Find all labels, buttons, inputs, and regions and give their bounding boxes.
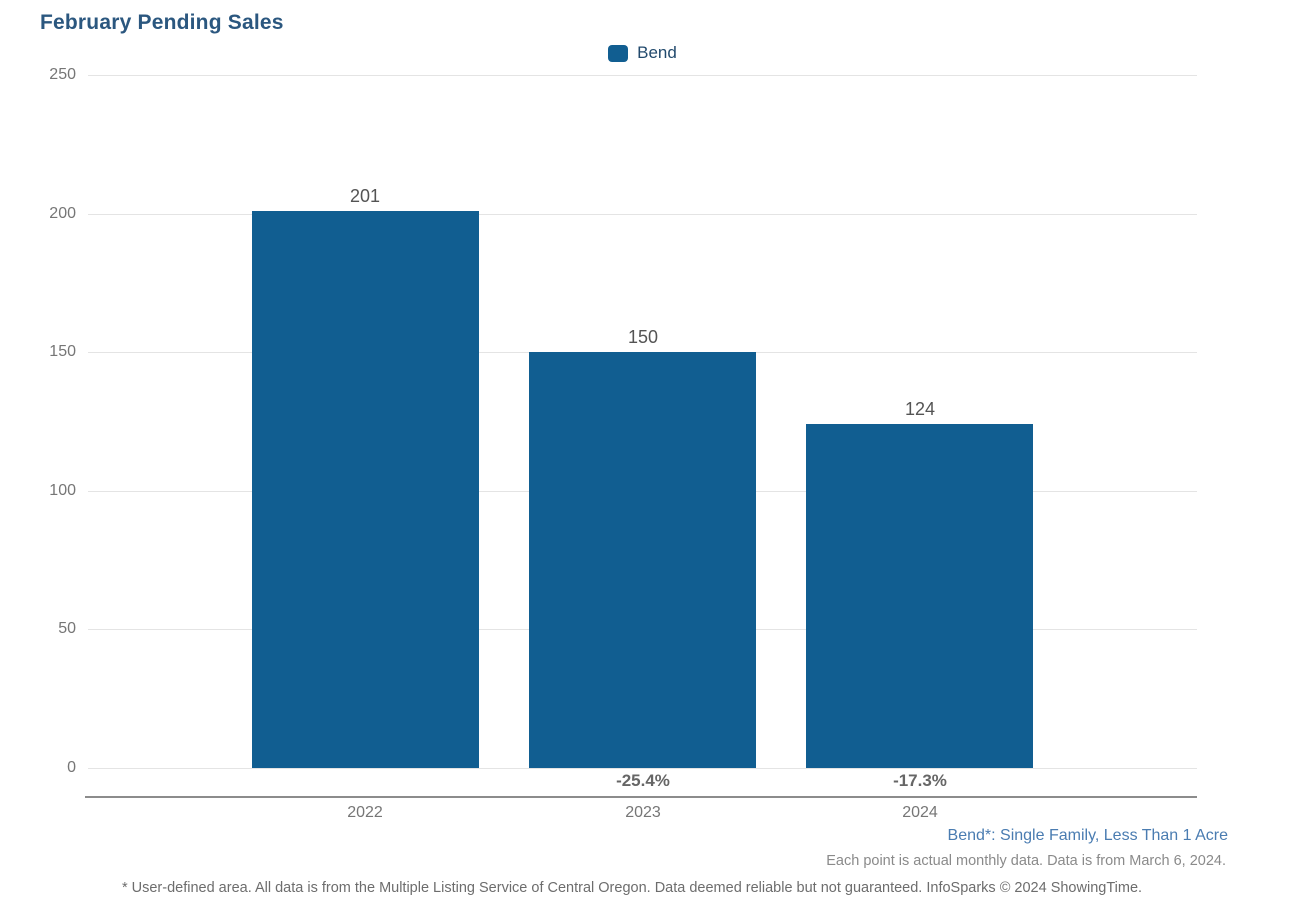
- gridline-y-200: [88, 214, 1197, 215]
- y-tick-label-50: 50: [58, 620, 76, 637]
- pct-change-label-2024: -17.3%: [893, 771, 947, 790]
- legend: Bend: [88, 43, 1197, 63]
- y-tick-label-100: 100: [49, 482, 76, 499]
- x-category-label-2022: 2022: [347, 804, 383, 821]
- y-tick-label-0: 0: [67, 759, 76, 776]
- x-category-label-2024: 2024: [902, 804, 938, 821]
- chart-title: February Pending Sales: [40, 11, 284, 34]
- legend-item-bend[interactable]: Bend: [608, 43, 677, 63]
- disclaimer-note: * User-defined area. All data is from th…: [121, 880, 1143, 896]
- x-category-label-2023: 2023: [625, 804, 661, 821]
- y-tick-label-150: 150: [49, 343, 76, 360]
- bar-value-label-2023: 150: [627, 327, 659, 347]
- legend-swatch-icon: [608, 44, 629, 62]
- y-tick-label-250: 250: [49, 66, 76, 83]
- gridline-y-0: [88, 768, 1197, 769]
- pct-change-label-2023: -25.4%: [616, 771, 670, 790]
- x-axis-line: [85, 796, 1197, 798]
- gridline-y-250: [88, 75, 1197, 76]
- data-date-note: Each point is actual monthly data. Data …: [826, 853, 1226, 869]
- series-definition-note: Bend*: Single Family, Less Than 1 Acre: [947, 827, 1228, 844]
- bar-value-label-2024: 124: [904, 399, 936, 419]
- bar-bend-2022[interactable]: [252, 211, 479, 768]
- bar-bend-2023[interactable]: [529, 352, 756, 768]
- legend-label: Bend: [637, 43, 677, 62]
- y-tick-label-200: 200: [49, 205, 76, 222]
- bar-bend-2024[interactable]: [806, 424, 1033, 768]
- bar-value-label-2022: 201: [349, 186, 381, 206]
